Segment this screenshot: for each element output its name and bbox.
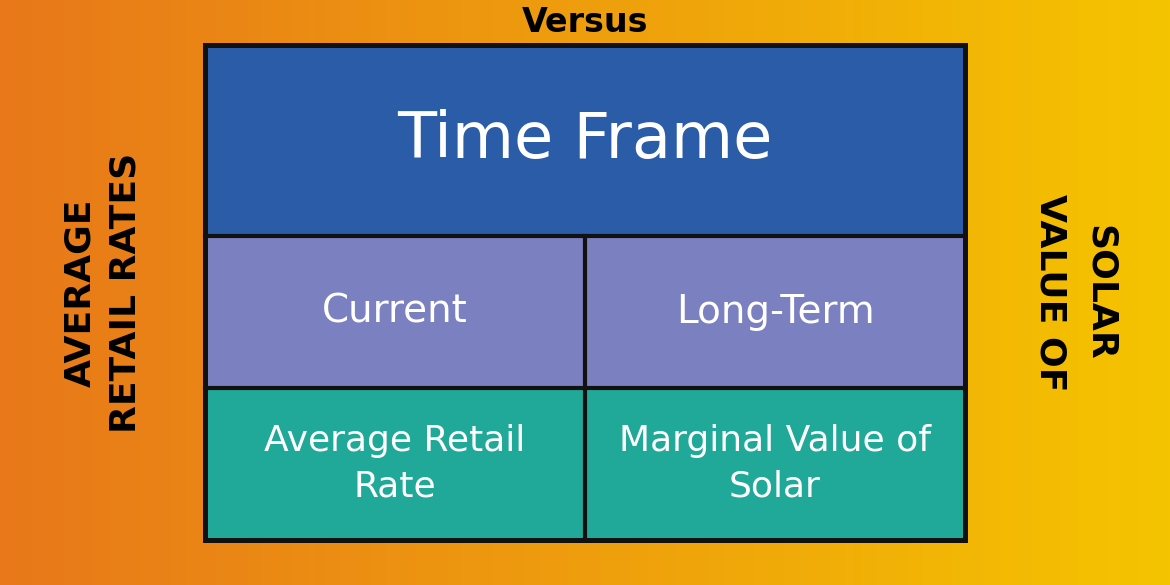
Text: Time Frame: Time Frame bbox=[398, 109, 772, 171]
Text: VALUE OF: VALUE OF bbox=[1033, 194, 1067, 391]
Text: AVERAGE: AVERAGE bbox=[63, 198, 97, 387]
Bar bbox=[205, 45, 965, 236]
Text: Current: Current bbox=[322, 292, 468, 331]
Bar bbox=[585, 236, 965, 387]
Bar bbox=[205, 236, 585, 387]
Bar bbox=[585, 387, 965, 540]
Text: Average Retail
Rate: Average Retail Rate bbox=[264, 424, 525, 503]
Text: Versus: Versus bbox=[522, 5, 648, 39]
Text: RETAIL RATES: RETAIL RATES bbox=[108, 152, 142, 433]
Text: SOLAR: SOLAR bbox=[1083, 225, 1117, 360]
Text: Long-Term: Long-Term bbox=[676, 292, 874, 331]
Bar bbox=[205, 387, 585, 540]
Bar bbox=[205, 45, 965, 540]
Text: Marginal Value of
Solar: Marginal Value of Solar bbox=[619, 424, 931, 503]
